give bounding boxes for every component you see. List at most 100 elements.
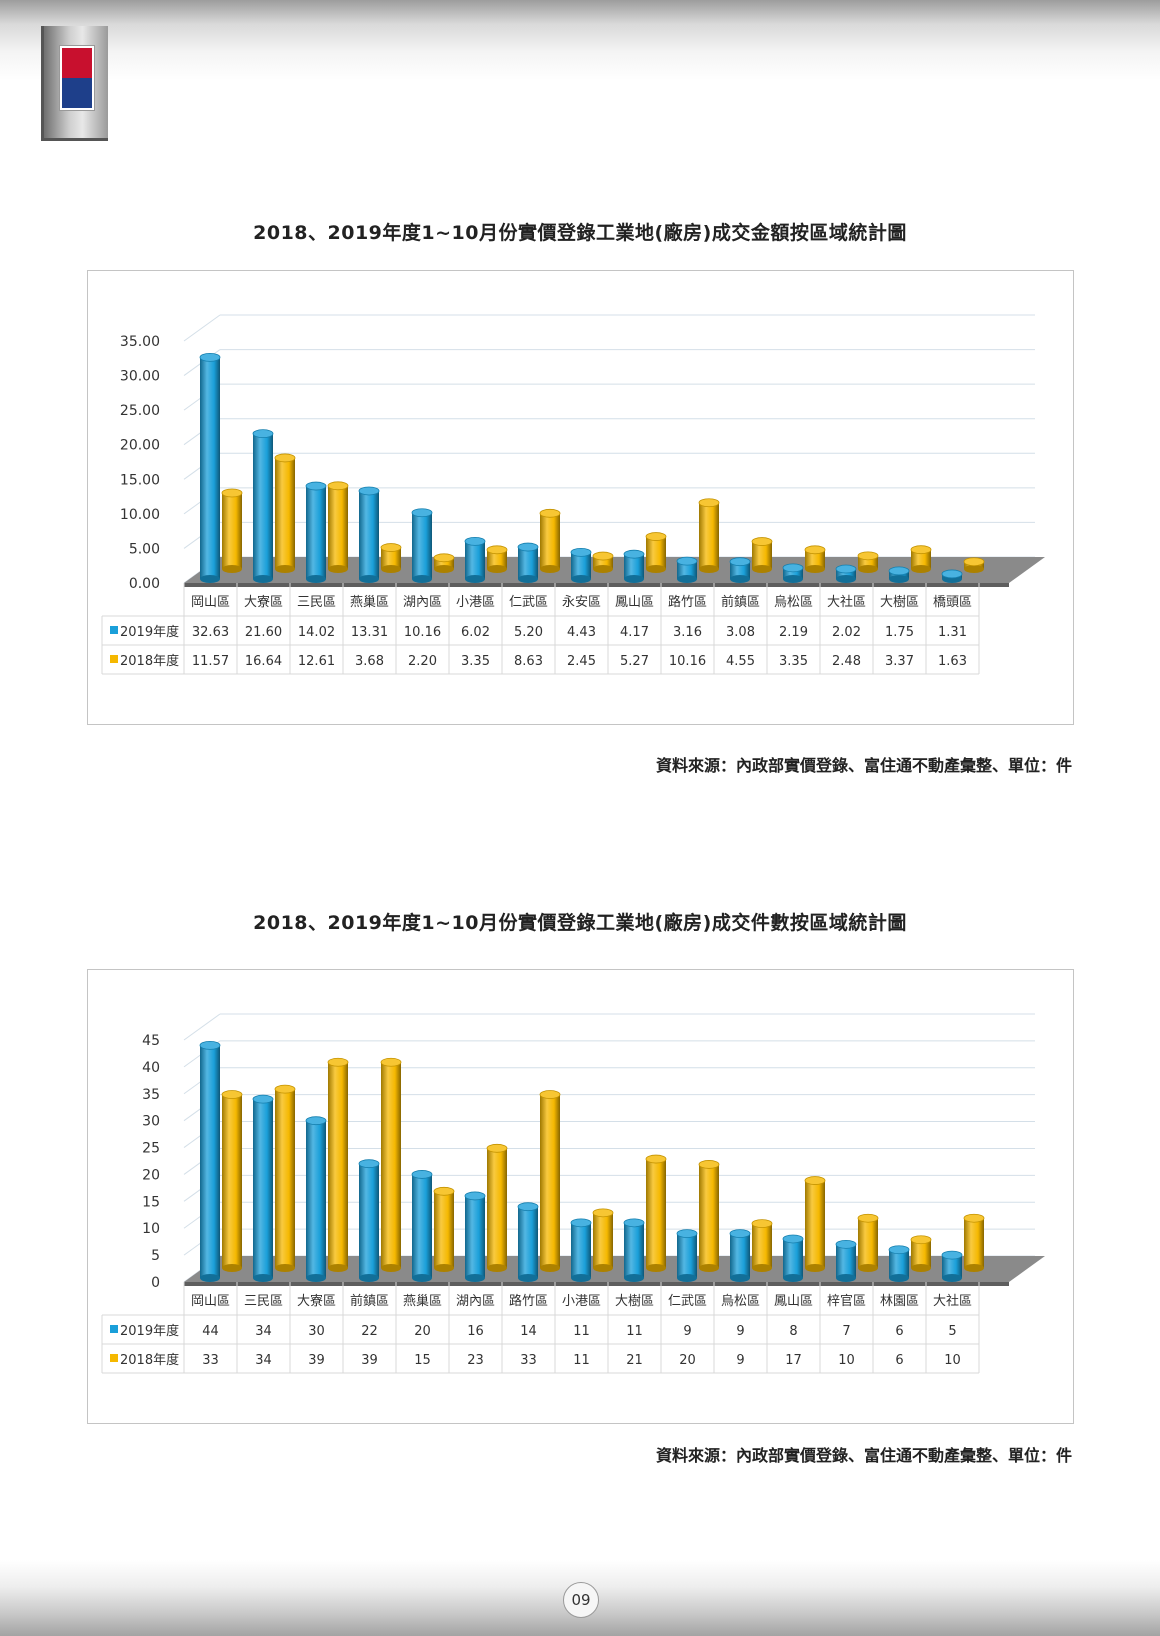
bar-base [540, 1264, 560, 1272]
bar-2018 [963, 557, 985, 573]
x-category-label: 大樹區 [615, 1294, 654, 1309]
bar-2019 [199, 1040, 221, 1282]
y-tick-label: 45 [142, 1033, 160, 1049]
bar-base [677, 1274, 697, 1282]
bar-base [858, 565, 878, 573]
x-category-label: 林園區 [880, 1294, 919, 1309]
data-label: 11 [573, 1324, 590, 1339]
bar-body [677, 1233, 697, 1278]
bar-top [411, 1170, 433, 1179]
y-tick-label: 35 [142, 1087, 160, 1103]
bar-body [222, 1094, 242, 1268]
bar-body [465, 541, 485, 579]
data-label: 13.31 [351, 625, 388, 640]
chart-1-title: 2018、2019年度1~10月份實價登錄工業地(廠房)成交金額按區域統計圖 [253, 222, 907, 244]
x-category-label: 三民區 [244, 1294, 283, 1309]
bar-body [783, 567, 803, 579]
page-number: 09 [563, 1582, 599, 1618]
y-tick-label: 20 [142, 1167, 160, 1183]
bar-base [306, 575, 326, 583]
bar-base [889, 575, 909, 583]
bar-base [434, 1264, 454, 1272]
bar-base [465, 1274, 485, 1282]
bar-2019 [835, 564, 857, 583]
bar-top [327, 1057, 349, 1067]
bar-2018 [963, 1213, 985, 1272]
bar-top [221, 488, 243, 498]
bar-body [359, 1163, 379, 1278]
bar-body [253, 433, 273, 579]
bar-base [328, 565, 348, 573]
bar-base [253, 575, 273, 583]
bar-top [645, 532, 667, 541]
x-category-label: 大寮區 [297, 1293, 336, 1309]
bar-base [381, 565, 401, 573]
x-category-label: 路竹區 [509, 1293, 548, 1309]
bar-top [910, 1235, 932, 1245]
data-label: 32.63 [192, 625, 229, 640]
bar-2019 [570, 547, 592, 583]
bar-body [836, 569, 856, 579]
bar-body [571, 552, 591, 579]
bar-top [698, 1160, 720, 1169]
bar-top [464, 1191, 486, 1201]
bar-base [593, 1264, 613, 1272]
bar-body [306, 1120, 326, 1278]
bar-base [730, 1274, 750, 1282]
bar-top [676, 556, 698, 566]
data-label: 23 [467, 1353, 484, 1368]
logo [41, 26, 108, 141]
bar-2018 [698, 498, 720, 573]
bar-body [752, 1223, 772, 1268]
bar-2018 [486, 545, 508, 573]
bar-2019 [358, 486, 380, 583]
bar-top [782, 1234, 804, 1244]
bar-base [328, 1264, 348, 1272]
data-label: 21 [626, 1353, 643, 1368]
data-label: 4.43 [567, 625, 596, 640]
bar-2018 [645, 1154, 667, 1272]
bar-base [434, 565, 454, 573]
bar-top [592, 1208, 614, 1218]
bar-top [676, 1229, 698, 1239]
bar-top [751, 1219, 773, 1229]
data-label: 14.02 [298, 625, 335, 640]
data-label: 4.55 [726, 654, 755, 669]
bar-top [857, 1213, 879, 1223]
bar-base [487, 565, 507, 573]
data-label: 5 [948, 1324, 956, 1339]
bar-top [433, 1186, 455, 1196]
bar-2019 [199, 352, 221, 583]
bar-base [942, 1274, 962, 1282]
bar-2019 [729, 1229, 751, 1282]
data-label: 10 [838, 1353, 855, 1368]
data-label: 1.31 [938, 625, 967, 640]
data-label: 10.16 [669, 654, 706, 669]
bar-top [592, 551, 614, 561]
bar-body [646, 536, 666, 569]
gridline-side [183, 314, 221, 342]
x-category-label: 橋頭區 [933, 595, 972, 610]
bar-base [964, 565, 984, 573]
bar-body [911, 549, 931, 569]
bar-body [412, 512, 432, 579]
bar-top [486, 545, 508, 555]
bar-base [275, 565, 295, 573]
bar-base [540, 565, 560, 573]
bar-2018 [486, 1143, 508, 1272]
data-label: 21.60 [245, 625, 282, 640]
bar-top [941, 1250, 963, 1260]
data-label: 33 [202, 1353, 219, 1368]
data-label: 2.20 [408, 654, 437, 669]
bar-2018 [592, 551, 614, 573]
bar-base [412, 575, 432, 583]
bar-base [836, 575, 856, 583]
x-category-label: 烏松區 [721, 1293, 760, 1309]
bar-body [805, 549, 825, 569]
y-tick-label: 0 [151, 1275, 160, 1291]
data-label: 4.17 [620, 625, 649, 640]
bar-top [570, 1218, 592, 1228]
bar-body [487, 1148, 507, 1268]
bar-2018 [221, 488, 243, 573]
x-category-label: 三民區 [297, 595, 336, 610]
